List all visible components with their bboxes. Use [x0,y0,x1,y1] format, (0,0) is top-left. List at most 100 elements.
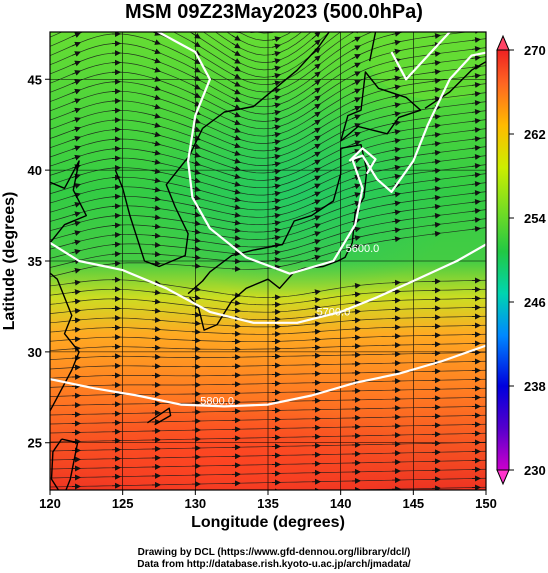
wind-arrow [151,39,161,45]
wind-arrow [231,127,241,133]
wind-arrow [311,223,321,229]
wind-arrow [271,58,281,65]
wind-arrow [231,142,241,149]
wind-arrow [191,245,201,252]
wind-arrow [271,205,281,212]
height-contour-line [50,344,486,408]
wind-arrow [311,199,321,206]
wind-arrow [111,251,121,258]
wind-arrow [151,85,161,92]
wind-arrow [471,127,481,133]
wind-arrow [231,235,241,242]
wind-arrow [151,232,161,239]
wind-arrow [311,191,321,198]
wind-arrow [432,26,440,27]
wind-arrow [471,37,481,43]
x-tick-label: 130 [184,496,206,511]
wind-arrow [72,5,80,9]
wind-arrow [231,134,241,141]
wind-arrow [312,16,320,23]
wind-arrow [191,177,201,184]
wind-arrow [391,120,401,127]
x-axis-label: Longitude (degrees) [191,514,345,531]
wind-arrow [71,136,81,142]
wind-arrow [151,76,161,82]
wind-arrow [151,205,161,212]
wind-arrow [351,54,361,60]
wind-arrow [191,92,201,98]
wind-arrow [231,42,241,49]
colorbar-gradient [496,49,510,471]
wind-arrow [71,201,81,208]
wind-arrow [191,66,201,73]
coastlines [50,32,486,490]
wind-arrow [231,173,241,180]
wind-arrow [231,258,241,265]
wind-arrow [471,136,481,142]
wind-arrow [72,24,80,28]
wind-arrow [391,32,401,37]
map-title: MSM 09Z23May2023 (500.0hPa) [125,1,423,23]
wind-arrow [391,66,401,73]
wind-arrow [431,140,441,147]
wind-arrow [351,71,361,77]
wind-arrow [111,203,121,210]
colorbar-ticks: 270 262 254 246 238 230 [509,43,546,478]
wind-arrow [391,173,401,180]
wind-arrow [311,215,321,221]
wind-arrow [431,176,441,183]
wind-arrow [311,32,321,40]
wind-arrow [352,11,360,16]
wind-arrow [271,65,281,72]
contour-label: 5600.0 [346,243,380,255]
wind-arrow [431,122,441,129]
wind-streamlines [50,5,486,490]
wind-arrow [391,48,401,55]
wind-arrow [151,289,161,296]
wind-arrow [71,326,81,333]
wind-arrow [231,165,241,172]
colorbar-top-triangle [496,34,510,51]
wind-arrow [151,149,161,156]
x-tick-label: 145 [402,496,424,511]
wind-arrow [311,127,321,134]
wind-arrow [431,149,441,156]
wind-arrow [391,138,401,144]
wind-arrow [288,21,296,26]
streamline [226,32,303,49]
wind-arrow [71,32,81,38]
wind-arrow [311,239,321,245]
wind-arrow [231,150,241,157]
wind-arrow [271,212,281,219]
wind-arrow [391,75,401,82]
wind-arrow [71,41,81,48]
wind-arrow [231,73,241,79]
wind-arrow [151,94,161,101]
y-tick-label: 35 [28,254,42,269]
wind-arrow [192,25,200,30]
wind-arrow [311,297,321,304]
y-tick-label: 45 [28,72,42,87]
wind-arrow [231,211,241,218]
wind-arrow [271,257,281,263]
wind-arrow [271,80,281,87]
wind-arrow [471,163,481,169]
wind-arrow [71,336,81,343]
wind-arrow [71,70,81,76]
wind-arrow [271,249,281,256]
wind-arrow [111,222,121,229]
wind-arrow [391,111,401,118]
wind-arrow [391,200,401,207]
wind-arrow [271,131,281,138]
wind-arrow [271,109,281,116]
colorbar-tick-label: 238 [524,379,546,394]
wind-arrow [271,198,281,205]
wind-arrow [71,126,81,133]
wind-arrow [71,298,81,305]
wind-arrow [311,39,321,48]
wind-arrow [151,103,161,110]
coastline [369,32,377,62]
wind-arrow [391,102,401,109]
wind-arrow [311,119,321,126]
wind-arrow [431,131,441,138]
